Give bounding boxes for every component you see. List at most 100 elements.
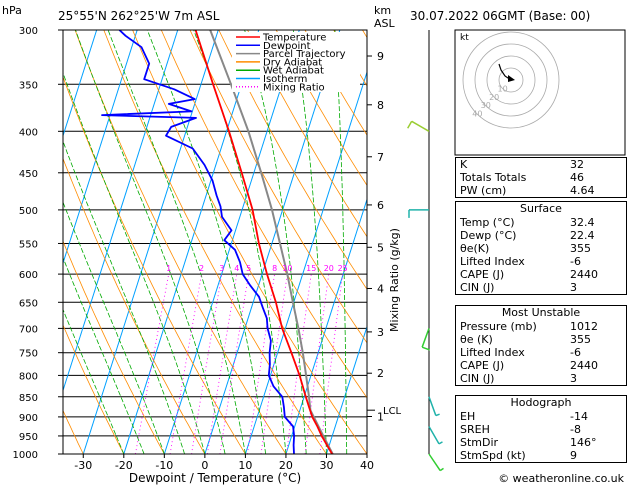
temperature-tick-label: 40 <box>360 459 374 472</box>
mixing-ratio-label: 20 <box>324 264 334 273</box>
row-value: 146° <box>570 436 622 449</box>
wind-barb-staff <box>429 397 436 416</box>
wind-barb-half-flag <box>439 442 442 444</box>
table-row: Lifted Index-6 <box>456 255 626 268</box>
wind-barb <box>409 210 429 218</box>
temperature-tick-label: -30 <box>74 459 92 472</box>
pressure-tick-label: 900 <box>19 413 38 424</box>
mixing-ratio-label: 1 <box>166 264 171 273</box>
asl-label: ASL <box>374 17 396 30</box>
x-axis-label: Dewpoint / Temperature (°C) <box>129 471 301 485</box>
wind-barb-staff <box>412 121 429 131</box>
km-tick-label: 2 <box>377 367 384 380</box>
pressure-tick-label: 650 <box>19 298 38 309</box>
wet-adiabat-line <box>147 30 265 454</box>
dry-adiabat-line <box>0 30 83 454</box>
mixing-ratio-line <box>286 274 311 454</box>
isotherm-line <box>0 30 97 454</box>
legend-label: Mixing Ratio <box>263 82 325 93</box>
wind-barb-flag <box>408 121 412 128</box>
table-row: Temp (°C) 32.4 <box>456 216 626 229</box>
wind-barb <box>408 121 429 131</box>
row-value: 355 <box>570 333 622 346</box>
hpa-label: hPa <box>2 4 22 17</box>
mixing-ratio-label: 5 <box>246 264 251 273</box>
row-label: Totals Totals <box>460 171 526 184</box>
row-value: 3 <box>570 281 622 294</box>
wind-barb-column <box>408 30 444 471</box>
km-tick-label: 4 <box>377 282 384 295</box>
table-row: CIN (J)3 <box>456 372 626 385</box>
row-label: StmDir <box>460 436 498 449</box>
pressure-tick-label: 700 <box>19 324 38 335</box>
km-label: km <box>374 4 391 17</box>
pressure-tick-label: 1000 <box>13 450 38 461</box>
row-label: EH <box>460 410 475 423</box>
isotherm-line <box>83 30 218 454</box>
km-tick-label: 6 <box>377 199 384 212</box>
row-value: 4.64 <box>570 184 622 197</box>
pressure-tick-label: 550 <box>19 239 38 250</box>
wind-barb <box>429 397 440 416</box>
mixing-ratio-label: 4 <box>234 264 239 273</box>
row-label: θe (K) <box>460 333 493 346</box>
row-value: 9 <box>570 449 622 462</box>
row-label: θe(K) <box>460 242 489 255</box>
wind-barb-staff <box>429 427 439 444</box>
mixing-ratio-label: 8 <box>272 264 277 273</box>
table-row: θe (K) 355 <box>456 333 626 346</box>
temperature-tick-label: 30 <box>319 459 333 472</box>
wind-barb-staff <box>422 328 429 347</box>
row-label: StmSpd (kt) <box>460 449 526 462</box>
mixing-ratio-label: 10 <box>282 264 292 273</box>
lcl-label: LCL <box>383 406 402 417</box>
datetime-title: 30.07.2022 06GMT (Base: 00) <box>410 9 590 23</box>
mixing-ratio-label: 2 <box>199 264 204 273</box>
table-row: Pressure (mb)1012 <box>456 320 626 333</box>
wind-barb-half-flag <box>436 414 440 415</box>
pressure-tick-label: 800 <box>19 371 38 382</box>
row-label: Pressure (mb) <box>460 320 537 333</box>
table-row: PW (cm) 4.64 <box>456 184 626 197</box>
table-row: CAPE (J)2440 <box>456 268 626 281</box>
pressure-tick-label: 400 <box>19 127 38 138</box>
dry-adiabat-line <box>190 30 448 454</box>
location-title: 25°55'N 262°25'W 7m ASL <box>58 9 220 23</box>
isotherm-line <box>124 30 259 454</box>
row-label: SREH <box>460 423 490 436</box>
row-label: Temp (°C) <box>460 216 515 229</box>
table-row: CAPE (J)2440 <box>456 359 626 372</box>
row-value: 46 <box>570 171 622 184</box>
row-label: CAPE (J) <box>460 359 504 372</box>
km-tick-label: 9 <box>377 50 384 63</box>
wind-barb-half-flag <box>440 468 443 470</box>
row-value: -6 <box>570 346 622 359</box>
mixing-ratio-line <box>207 274 236 454</box>
row-label: PW (cm) <box>460 184 506 197</box>
most-unstable-title: Most Unstable <box>456 306 626 320</box>
wet-adiabat-line <box>24 30 184 454</box>
row-label: CAPE (J) <box>460 268 504 281</box>
mixing-ratio-line <box>220 274 249 454</box>
isotherm-line <box>0 30 16 454</box>
footer-credit: © weatheronline.co.uk <box>498 472 624 485</box>
row-value: 22.4 <box>570 229 622 242</box>
mixing-ratio-axis-label: Mixing Ratio (g/kg) <box>388 228 401 332</box>
table-row: Dewp (°C)22.4 <box>456 229 626 242</box>
row-label: CIN (J) <box>460 281 494 294</box>
pressure-tick-label: 450 <box>19 169 38 180</box>
row-value: 32.4 <box>570 216 622 229</box>
table-row: StmSpd (kt) 9 <box>456 449 626 462</box>
hodograph-ring-label: 40 <box>472 110 482 119</box>
pressure-tick-label: 500 <box>19 206 38 217</box>
row-label: CIN (J) <box>460 372 494 385</box>
wind-barb <box>429 454 444 471</box>
wind-barb <box>429 427 442 444</box>
